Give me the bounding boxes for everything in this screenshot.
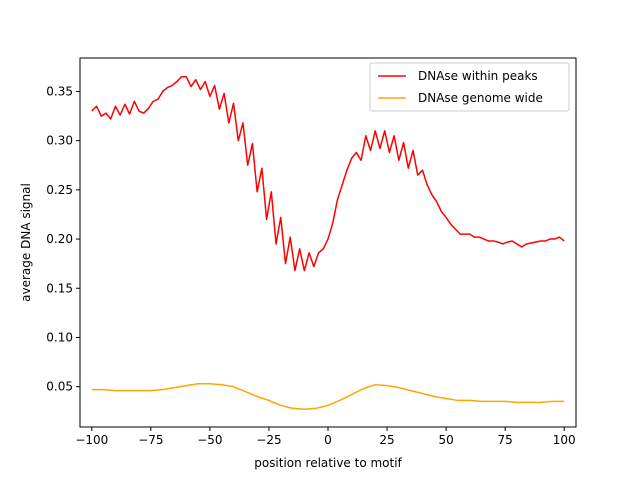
legend-label-genome-wide: DNAse genome wide [418, 91, 543, 105]
series-line-within-peaks [91, 75, 565, 272]
y-tick-label: 0.30 [46, 134, 73, 148]
x-tick-label: 0 [324, 433, 332, 447]
x-axis-label: position relative to motif [254, 456, 402, 470]
x-tick-label: 50 [438, 433, 453, 447]
y-axis-label: average DNA signal [19, 183, 33, 302]
x-axis: −100 −75 −50 −25 0 25 50 75 100 [75, 427, 576, 447]
plot-frame [79, 57, 577, 428]
x-tick-label: −50 [197, 433, 222, 447]
x-tick-label: 75 [498, 433, 513, 447]
y-tick-label: 0.35 [46, 84, 73, 98]
plot-lines [91, 75, 565, 411]
legend-label-within-peaks: DNAse within peaks [418, 69, 538, 83]
x-tick-label: 100 [553, 433, 576, 447]
legend-box [369, 62, 570, 112]
legend: DNAse within peaks DNAse genome wide [369, 62, 570, 112]
x-tick-label: 25 [379, 433, 394, 447]
x-tick-label: −25 [256, 433, 281, 447]
y-tick-label: 0.25 [46, 183, 73, 197]
y-axis: 0.05 0.10 0.15 0.20 0.25 0.30 0.35 [46, 84, 80, 394]
series-line-genome-wide [91, 382, 565, 411]
y-tick-label: 0.20 [46, 232, 73, 246]
x-tick-label: −75 [138, 433, 163, 447]
y-tick-label: 0.10 [46, 330, 73, 344]
y-tick-label: 0.05 [46, 380, 73, 394]
y-tick-label: 0.15 [46, 281, 73, 295]
x-tick-label: −100 [75, 433, 108, 447]
